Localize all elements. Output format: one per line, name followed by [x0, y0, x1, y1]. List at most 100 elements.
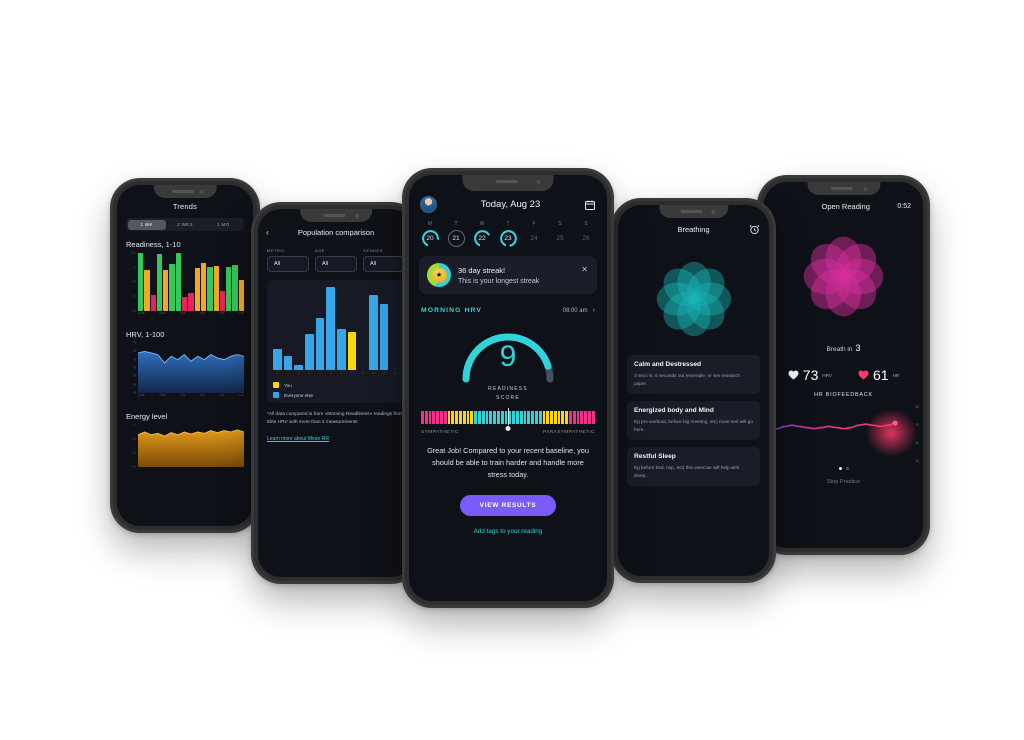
bar-everyone: [283, 356, 293, 370]
breathing-option-calm[interactable]: Calm and Destressed 3 secs in, 6 seconds…: [627, 355, 760, 394]
legend-label-everyone: Everyone else: [284, 392, 314, 398]
day-number[interactable]: 25: [552, 230, 569, 247]
caption-line1: READINESS: [488, 386, 528, 392]
y-axis-energy: 1.0 0.8 0.6 0.4: [126, 424, 137, 469]
legend-swatch-you: [273, 382, 279, 388]
week-day-21[interactable]: T 21: [443, 221, 469, 247]
x-tick: 11/3: [199, 394, 205, 397]
page-indicator[interactable]: [764, 467, 923, 470]
streak-text: 36 day streak! This is your longest stre…: [458, 266, 539, 285]
weekday-label: W: [479, 221, 485, 227]
y-axis-biofeedback: 80 70 60 50: [905, 405, 919, 463]
view-results-button[interactable]: VIEW RESULTS: [460, 495, 556, 517]
spectrum-bar: [424, 411, 428, 424]
week-day-25[interactable]: S 25: [547, 221, 573, 247]
bar-everyone: [315, 318, 325, 370]
chart-title-hrv: HRV, 1-100: [126, 330, 165, 339]
week-day-20[interactable]: M 20: [417, 221, 443, 247]
filter-value-age[interactable]: All: [315, 256, 357, 272]
week-strip[interactable]: M 20 T 21 W 22 T 23 F 24 S 25 S 26: [409, 213, 607, 247]
chevron-right-icon[interactable]: ›: [592, 307, 595, 314]
day-number[interactable]: 24: [526, 230, 543, 247]
bar: [138, 253, 144, 311]
day-number[interactable]: 21: [447, 230, 465, 247]
front-camera: [536, 179, 541, 184]
y-tick: 55: [133, 366, 136, 370]
top-bar: Today, Aug 23: [409, 175, 607, 213]
filter-value-gender[interactable]: All: [363, 256, 405, 272]
weekday-label: T: [506, 221, 510, 227]
segment-1wk[interactable]: 1 WK: [127, 219, 166, 230]
x-tick: 11/3: [199, 312, 205, 315]
breathing-option-sleep[interactable]: Restful Sleep Eg before bed, nap, ect) t…: [627, 446, 760, 486]
weekday-label: S: [584, 221, 588, 227]
page-dot-1[interactable]: [838, 467, 842, 470]
session-timer: 0:52: [897, 203, 911, 210]
week-day-26[interactable]: S 26: [573, 221, 599, 247]
spectrum-bar: [474, 411, 477, 424]
filter-label-metric: METRIC: [267, 248, 286, 253]
x-tick: 7: [340, 372, 343, 375]
spectrum-bar: [447, 411, 451, 424]
stop-practice-button[interactable]: Stop Practice: [826, 479, 861, 485]
bar: [226, 266, 232, 311]
day-number[interactable]: 23: [499, 230, 517, 247]
bar: [207, 266, 213, 311]
spectrum-bar: [527, 411, 531, 424]
page-dot-2[interactable]: [845, 467, 849, 470]
reading-header[interactable]: MORNING HRV 08:00 am ›: [409, 294, 607, 314]
day-number[interactable]: 26: [578, 230, 595, 247]
y-tick: 60: [133, 358, 136, 362]
y-tick: 50: [133, 374, 136, 378]
spectrum-bar: [569, 411, 572, 424]
filter-gender[interactable]: GENDER All: [363, 248, 405, 272]
day-number[interactable]: 22: [473, 230, 491, 247]
chart-energy: 1.0 0.8 0.6 0.4: [126, 424, 244, 477]
spectrum-bar: [519, 411, 523, 424]
segment-1mo[interactable]: 1 MO: [217, 222, 230, 227]
spectrum-bar: [515, 411, 519, 424]
back-chevron-icon[interactable]: ‹: [266, 228, 269, 237]
add-tags-link[interactable]: Add tags to your reading: [473, 528, 543, 536]
option-description: Eg before bed, nap, ect) this exercise w…: [634, 464, 740, 478]
day-number[interactable]: 20: [421, 230, 439, 247]
screen-today: Today, Aug 23 M 20 T 21 W 22 T 23 F 24 S 25 S 26 ★ 36…: [409, 175, 607, 601]
segment-2wks[interactable]: 2 WKS: [177, 222, 193, 227]
avatar[interactable]: [420, 196, 437, 213]
reading-time: 08:00 am: [562, 307, 588, 314]
x-tick: 11/1: [180, 312, 186, 315]
spectrum-labels: SYMPATHETIC PARASYMPATHETIC: [421, 430, 595, 435]
bar: [169, 264, 175, 311]
filter-value-metric[interactable]: All: [267, 256, 309, 272]
readiness-gauge: 9 READINESS SCORE: [409, 321, 607, 402]
week-day-23[interactable]: T 23: [495, 221, 521, 247]
y-tick: 70: [915, 422, 919, 427]
learn-more-link[interactable]: Learn more about Mean RR: [267, 435, 329, 442]
notch: [462, 175, 554, 191]
x-axis-readiness: 10/28 10/30 11/1 11/3 11/5 11/7: [138, 312, 244, 321]
close-icon[interactable]: ✕: [581, 265, 588, 274]
speaker-grill: [172, 190, 195, 193]
week-day-24[interactable]: F 24: [521, 221, 547, 247]
breathing-option-energized[interactable]: Energized body and Mind Eg pre-workout, …: [627, 400, 760, 440]
y-tick: 0.8: [132, 437, 136, 441]
timerange-segmented-control[interactable]: 1 WK 2 WKS 1 MO: [126, 218, 244, 231]
calendar-icon[interactable]: [584, 199, 596, 211]
filter-age[interactable]: AGE All: [315, 248, 357, 272]
flower-petal: [825, 272, 862, 317]
x-tick: 4: [308, 372, 311, 375]
week-day-22[interactable]: W 22: [469, 221, 495, 247]
x-tick: 6: [330, 372, 332, 375]
streak-title: 36 day streak!: [458, 265, 506, 275]
chart-legend: You Everyone else: [273, 382, 399, 398]
x-axis-hrv: 10/28 10/30 11/1 11/3 11/5 11/7: [138, 394, 244, 403]
page-title: Trends: [172, 202, 198, 211]
alarm-clock-icon[interactable]: [749, 224, 760, 235]
filter-metric[interactable]: METRIC All: [267, 248, 309, 272]
x-tick: 10: [371, 372, 375, 375]
stat-unit-hrv: HRV: [822, 372, 832, 378]
y-tick: 70: [133, 341, 136, 345]
y-tick: 10.0: [130, 251, 136, 255]
spectrum-bar: [512, 411, 515, 424]
